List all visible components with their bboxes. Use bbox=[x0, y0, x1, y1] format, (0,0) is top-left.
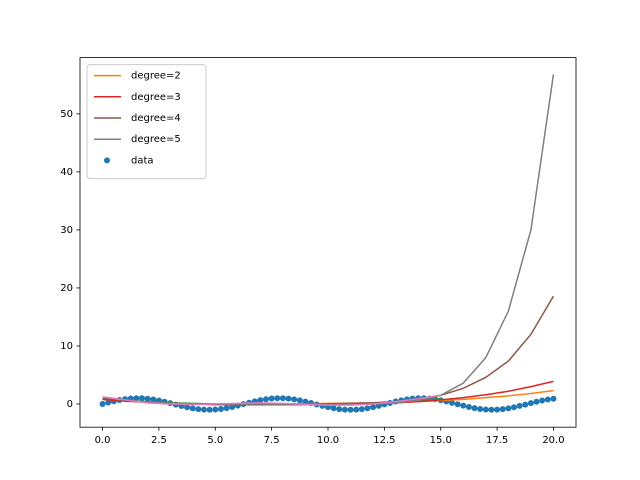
data-point bbox=[465, 403, 472, 410]
data-point bbox=[499, 406, 506, 413]
data-point bbox=[184, 404, 191, 411]
series-layer bbox=[99, 74, 557, 413]
data-point bbox=[217, 405, 224, 412]
data-point bbox=[296, 397, 303, 404]
legend-label: degree=4 bbox=[131, 113, 181, 124]
legend-label: degree=3 bbox=[131, 92, 181, 103]
data-point bbox=[533, 398, 540, 405]
data-point bbox=[274, 395, 281, 402]
x-tick-label: 17.5 bbox=[486, 435, 508, 446]
legend-label: degree=2 bbox=[131, 71, 181, 82]
data-point bbox=[544, 396, 551, 403]
data-point bbox=[488, 406, 495, 413]
data-point bbox=[460, 402, 467, 409]
data-point bbox=[516, 402, 523, 409]
x-tick-label: 5.0 bbox=[207, 435, 223, 446]
data-point bbox=[330, 405, 337, 412]
x-tick-label: 2.5 bbox=[151, 435, 167, 446]
x-tick-label: 7.5 bbox=[264, 435, 280, 446]
data-point bbox=[201, 406, 207, 413]
x-tick-label: 12.5 bbox=[373, 435, 395, 446]
data-point bbox=[477, 406, 484, 413]
legend-marker bbox=[104, 157, 110, 164]
x-tick-label: 0.0 bbox=[95, 435, 111, 446]
data-point bbox=[133, 395, 140, 402]
data-point bbox=[291, 396, 298, 403]
data-point bbox=[150, 396, 157, 403]
data-point bbox=[144, 395, 151, 402]
data-point bbox=[550, 395, 557, 402]
data-point bbox=[105, 399, 112, 406]
data-point bbox=[223, 405, 230, 412]
data-point bbox=[358, 406, 365, 413]
y-tick-label: 50 bbox=[60, 109, 73, 120]
data-point bbox=[279, 395, 286, 402]
data-point bbox=[268, 395, 275, 402]
data-point bbox=[285, 395, 292, 402]
data-point bbox=[336, 406, 343, 413]
data-point bbox=[206, 406, 213, 413]
data-point bbox=[471, 405, 478, 412]
data-point bbox=[212, 406, 219, 413]
data-point bbox=[347, 406, 354, 413]
data-point bbox=[449, 399, 455, 406]
data-point bbox=[353, 406, 360, 413]
data-point bbox=[370, 404, 377, 411]
data-point bbox=[139, 395, 145, 402]
y-tick-label: 10 bbox=[60, 341, 73, 352]
data-point bbox=[341, 406, 348, 413]
data-point bbox=[189, 405, 196, 412]
data-point bbox=[364, 405, 371, 412]
data-point bbox=[527, 400, 534, 407]
y-tick-label: 20 bbox=[60, 283, 73, 294]
y-tick-label: 0 bbox=[67, 399, 73, 410]
series-line bbox=[102, 394, 441, 406]
data-point bbox=[522, 401, 529, 408]
legend-box bbox=[86, 64, 207, 180]
x-tick-label: 10.0 bbox=[317, 435, 339, 446]
data-point bbox=[494, 406, 501, 413]
data-point bbox=[229, 403, 236, 410]
data-point bbox=[99, 400, 106, 407]
legend-label: data bbox=[131, 155, 154, 166]
x-tick-label: 20.0 bbox=[542, 435, 564, 446]
data-point bbox=[482, 406, 489, 413]
data-point bbox=[263, 396, 269, 403]
y-tick-label: 30 bbox=[60, 225, 73, 236]
data-point bbox=[195, 406, 202, 413]
data-point bbox=[505, 405, 512, 412]
x-tick-label: 15.0 bbox=[430, 435, 452, 446]
data-point bbox=[539, 397, 546, 404]
data-point bbox=[454, 401, 461, 408]
legend-label: degree=5 bbox=[131, 134, 181, 145]
y-tick-label: 40 bbox=[60, 167, 73, 178]
data-point bbox=[257, 397, 264, 404]
data-point bbox=[511, 404, 517, 411]
